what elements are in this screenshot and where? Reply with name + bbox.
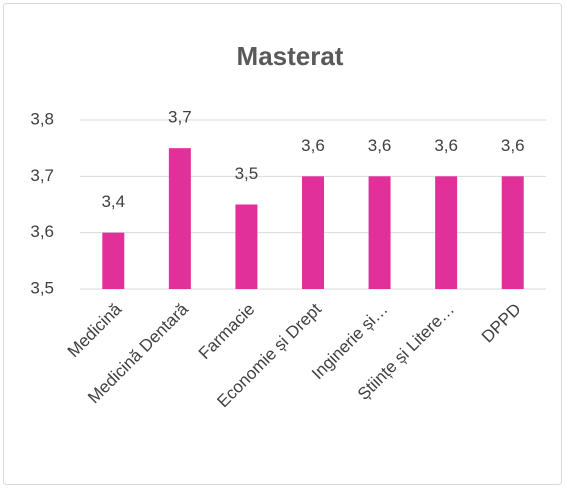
bar [168,148,191,289]
data-label: 3,5 [235,164,259,183]
bar [368,176,391,289]
bar [102,232,125,289]
y-tick-label: 3,5 [30,278,54,297]
data-label: 3,6 [501,136,525,155]
y-tick-label: 3,6 [30,222,54,241]
chart-title: Masterat [237,41,344,71]
data-label: 3,6 [368,136,392,155]
data-label: 3,6 [301,136,325,155]
bar [501,176,524,289]
y-tick-label: 3,8 [30,109,54,128]
bar [435,176,458,289]
data-label: 3,6 [434,136,458,155]
y-tick-label: 3,7 [30,166,54,185]
bar [235,204,258,289]
chart-frame [3,3,562,485]
data-label: 3,7 [168,108,192,127]
data-label: 3,4 [101,192,125,211]
bar [302,176,324,289]
